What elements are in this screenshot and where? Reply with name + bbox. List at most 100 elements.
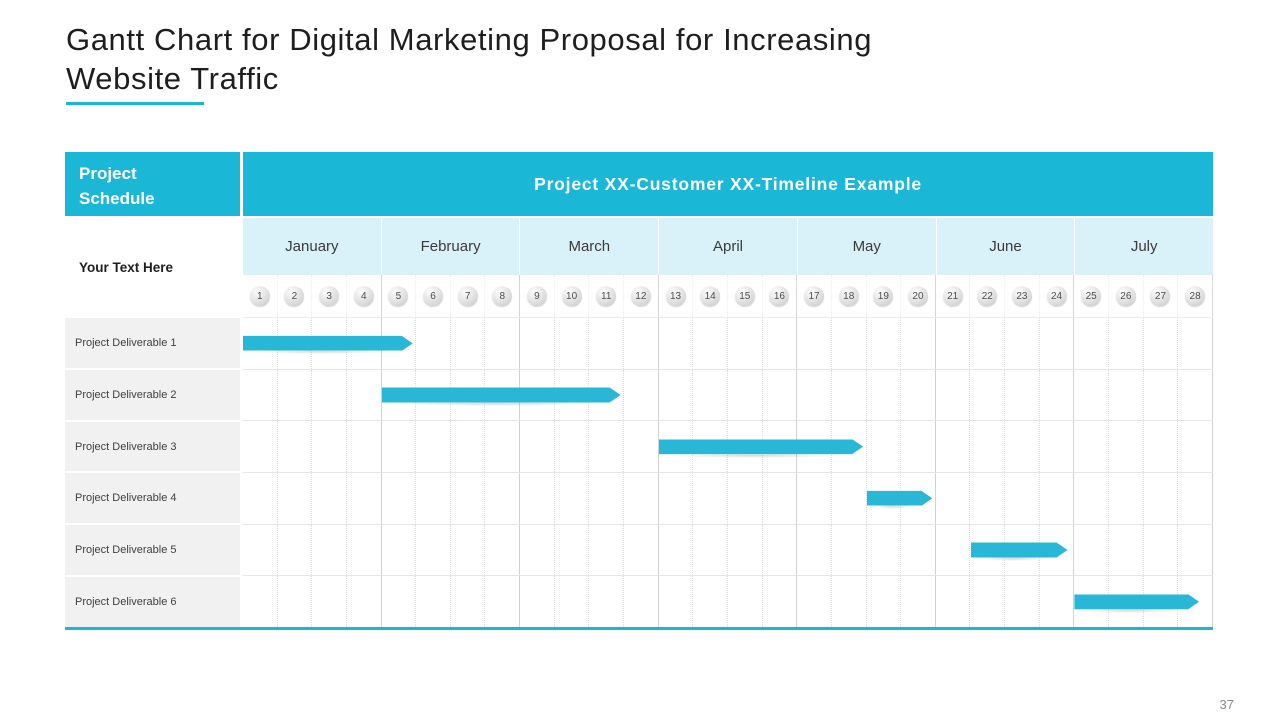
- grid-cell: [1040, 421, 1075, 473]
- week-cell: 15: [728, 275, 763, 317]
- grid-cell: [867, 576, 902, 628]
- week-number-badge: 12: [630, 286, 651, 306]
- week-cell: 20: [901, 275, 936, 317]
- week-number-badge: 21: [942, 286, 963, 306]
- gantt-bar-shadow: [387, 401, 601, 406]
- grid-cell: [1005, 473, 1040, 524]
- week-number-row: 1 2 3 4 5 6 7 8 9 10 11 12 13 14 15 16 17 18 19 20 21 22 23 24 2…: [243, 275, 1213, 318]
- month-label: January: [243, 218, 382, 275]
- grid-cell: [589, 421, 625, 473]
- week-cell: 3: [312, 275, 347, 317]
- gantt-timeline-area: Project XX-Customer XX-Timeline Example …: [243, 152, 1214, 628]
- grid-cell: [451, 318, 486, 369]
- month-header-row: January February March April May June July: [243, 218, 1214, 275]
- week-cell: 27: [1144, 275, 1179, 317]
- grid-cell: [451, 421, 486, 473]
- grid-cell: [243, 576, 278, 628]
- grid-cell: [451, 576, 486, 628]
- grid-cell: [485, 318, 521, 369]
- week-cell: 14: [693, 275, 728, 317]
- grid-cell: [763, 369, 798, 421]
- grid-cell: [382, 576, 417, 628]
- grid-cell: [555, 576, 590, 628]
- grid-cell: [1005, 576, 1040, 628]
- week-cell: 2: [278, 275, 313, 317]
- week-number-badge: 14: [700, 286, 721, 306]
- week-cell: 9: [520, 275, 555, 317]
- grid-cell: [1005, 318, 1040, 369]
- grid-cell: [278, 524, 313, 576]
- week-cell: 5: [382, 275, 417, 317]
- gantt-bar-shadow: [872, 504, 913, 510]
- week-number-badge: 22: [977, 286, 998, 306]
- week-number-badge: 5: [388, 286, 409, 306]
- week-cell: 13: [659, 275, 694, 317]
- grid-cell: [797, 473, 832, 524]
- week-number-badge: 15: [734, 286, 755, 306]
- gantt-bar-region: [243, 318, 413, 369]
- grid-cell: [970, 576, 1006, 628]
- grid-cell: [243, 369, 278, 421]
- grid-cell: [1178, 524, 1213, 576]
- week-cell: 1: [243, 275, 278, 317]
- week-number-badge: 4: [353, 286, 374, 306]
- grid-cell: [936, 318, 971, 369]
- grid-cell: [451, 473, 486, 524]
- grid-cell: [416, 421, 451, 473]
- grid-cell: [1178, 318, 1213, 369]
- gantt-bar-shadow: [664, 452, 844, 458]
- week-number-badge: 6: [423, 286, 444, 306]
- grid-cell: [520, 421, 555, 473]
- grid-cell: [832, 369, 867, 421]
- gantt-bar: [659, 439, 863, 454]
- month-label: May: [797, 218, 937, 275]
- gantt-bar: [1074, 594, 1199, 609]
- grid-cell: [1074, 524, 1110, 576]
- grid-cell: [1144, 524, 1179, 576]
- week-number-badge: 27: [1150, 286, 1171, 306]
- grid-cell: [624, 369, 659, 421]
- grid-cell: [728, 473, 763, 524]
- grid-cell: [485, 473, 521, 524]
- grid-cell: [278, 369, 313, 421]
- grid-cell: [763, 473, 798, 524]
- grid-cell: [970, 369, 1006, 421]
- grid-cell: [312, 473, 347, 524]
- grid-cell: [797, 318, 832, 369]
- week-number-badge: 2: [284, 286, 305, 306]
- grid-cell: [1144, 421, 1179, 473]
- grid-cell: [416, 524, 451, 576]
- grid-cell: [624, 421, 659, 473]
- task-label: Project Deliverable 1: [65, 318, 240, 370]
- grid-cell: [693, 473, 728, 524]
- grid-cell: [659, 473, 694, 524]
- week-number-badge: 20: [907, 286, 928, 306]
- grid-cell: [1074, 369, 1110, 421]
- grid-cell: [728, 369, 763, 421]
- grid-cell: [832, 421, 867, 473]
- grid-cell: [589, 318, 625, 369]
- gantt-bar-region: [867, 473, 933, 524]
- week-number-badge: 19: [873, 286, 894, 306]
- grid-cell: [1109, 318, 1144, 369]
- grid-cell: [520, 318, 555, 369]
- grid-cell: [1005, 421, 1040, 473]
- week-number-badge: 16: [769, 286, 790, 306]
- week-cell: 8: [485, 275, 521, 317]
- gantt-bar-shadow: [1080, 607, 1180, 613]
- week-number-badge: 13: [665, 286, 686, 306]
- task-track: [243, 576, 1213, 628]
- grid-cell: [451, 524, 486, 576]
- grid-cell: [243, 421, 278, 473]
- grid-cell: [936, 524, 971, 576]
- grid-cell: [832, 318, 867, 369]
- gantt-bar: [243, 336, 413, 351]
- grid-cell: [1144, 369, 1179, 421]
- grid-cell: [520, 524, 555, 576]
- grid-cell: [901, 524, 936, 576]
- week-number-badge: 24: [1046, 286, 1067, 306]
- task-label: Project Deliverable 5: [65, 525, 240, 578]
- grid-cell: [797, 576, 832, 628]
- task-track: [243, 524, 1213, 577]
